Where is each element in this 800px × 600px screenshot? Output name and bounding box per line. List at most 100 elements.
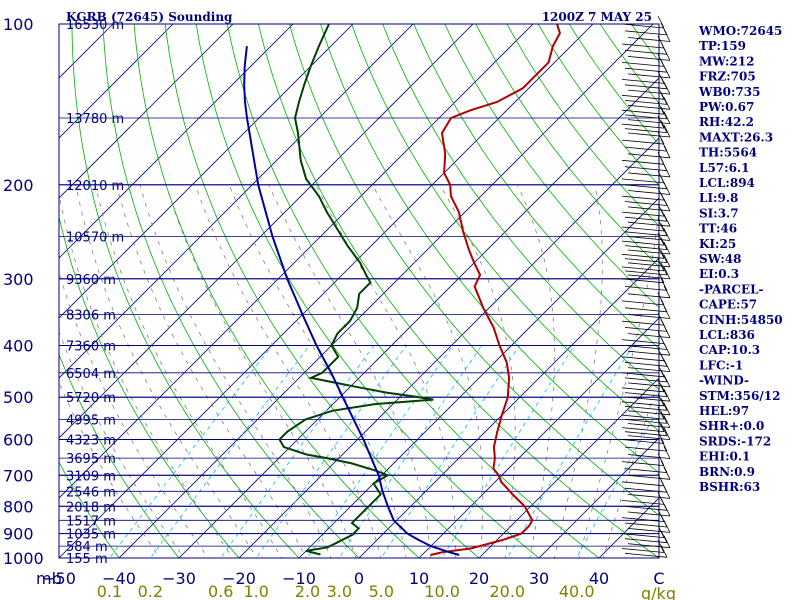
wind-barb: [627, 236, 671, 241]
wind-barb: [624, 201, 668, 206]
dry-adiabat: [71, 24, 300, 558]
x-tick-label: −30: [162, 569, 196, 588]
wind-barb-flag: [657, 292, 665, 306]
wind-barb-flag: [657, 540, 665, 553]
pressure-label: 600: [3, 431, 34, 450]
wind-barb: [624, 505, 668, 511]
index-item: STM:356/12: [699, 389, 780, 403]
wind-barb: [624, 431, 668, 437]
index-item: EHI:0.1: [699, 450, 750, 464]
wind-barb: [624, 552, 668, 558]
wind-barb: [627, 494, 671, 499]
wind-barb: [627, 56, 671, 61]
dry-adiabat: [475, 24, 659, 268]
wind-barb: [627, 410, 671, 416]
mixing-ratio-label: 5.0: [369, 582, 394, 600]
index-item: SI:3.7: [699, 206, 739, 220]
wind-barb: [621, 211, 665, 217]
index-item: MAXT:26.3: [699, 130, 773, 144]
mixing-ratio-line: [380, 345, 520, 558]
dry-adiabat: [59, 353, 180, 558]
x-tick-label: 20: [469, 569, 489, 588]
wind-barb-flag: [663, 241, 671, 255]
isotherm-line: [59, 24, 414, 379]
wind-barb: [621, 278, 665, 284]
moist-adiabat: [578, 205, 659, 558]
mixing-ratio-line: [220, 345, 375, 558]
isotherm-line: [59, 24, 594, 558]
wind-barb-flag: [663, 374, 671, 388]
pressure-label: 500: [3, 388, 34, 407]
height-label: 10570 m: [66, 231, 124, 246]
index-item: TP:159: [699, 39, 746, 53]
wind-barb: [624, 146, 668, 152]
wind-barb-flag: [660, 209, 668, 222]
height-label: 5720 m: [66, 391, 116, 406]
pressure-label: 400: [3, 337, 34, 356]
index-item: -WIND-: [699, 374, 749, 388]
wind-barb-flag: [660, 398, 668, 411]
sounding-profiles: [243, 24, 561, 556]
height-label: 4323 m: [66, 434, 116, 449]
wind-barb-flag: [657, 87, 665, 100]
wind-barb: [624, 67, 668, 73]
height-label: 1035 m: [66, 528, 116, 543]
wind-barb: [627, 314, 671, 319]
moist-adiabat: [268, 184, 432, 558]
wind-barb: [627, 37, 671, 42]
moist-adiabat: [195, 184, 382, 558]
height-label: 12010 m: [66, 179, 124, 194]
dry-adiabat: [351, 24, 659, 432]
height-label: 8306 m: [66, 309, 116, 324]
wind-barb-flag: [657, 419, 665, 432]
wind-barb-flag: [657, 15, 665, 29]
wind-barb: [621, 62, 665, 67]
wind-barb-flag: [657, 270, 665, 283]
wind-barb-flag: [657, 258, 665, 272]
wind-barb-flag: [660, 92, 668, 105]
index-item: EI:0.3: [699, 267, 739, 281]
index-item: CAPE:57: [699, 298, 757, 312]
height-label: 3695 m: [66, 452, 116, 467]
wind-barb: [621, 548, 665, 553]
wind-barb-flag: [660, 237, 668, 250]
moist-adiabat: [75, 184, 258, 558]
wind-barb: [624, 286, 668, 291]
mixing-ratio-line: [149, 345, 310, 558]
wind-barb-flag: [663, 535, 671, 548]
wind-barbs: [621, 15, 671, 558]
wind-barb-flag: [660, 106, 668, 120]
wind-barb: [621, 123, 665, 129]
isotherm-line: [59, 24, 534, 499]
wind-barb: [621, 23, 665, 29]
parcel-line: [243, 45, 460, 556]
index-item: PW:0.67: [699, 100, 754, 114]
mixing-ratio-label: 3.0: [327, 582, 352, 600]
dry-adiabat: [133, 24, 420, 558]
wind-barb: [624, 184, 668, 190]
x-tick-label: −10: [282, 569, 316, 588]
wind-barb: [624, 307, 668, 313]
height-label: 2546 m: [66, 485, 116, 500]
wind-barb: [624, 258, 668, 263]
pressure-label: 900: [3, 525, 34, 544]
wind-barb-flag: [663, 164, 671, 178]
wind-barb: [627, 104, 671, 110]
wind-barb-flag: [657, 115, 665, 129]
index-item: LCL:836: [699, 328, 755, 342]
wind-barb-flag: [657, 232, 665, 246]
wind-barb-flag: [657, 406, 665, 420]
x-tick-label: 40: [589, 569, 609, 588]
wind-barb: [627, 206, 671, 212]
index-item: WMO:72645: [698, 24, 782, 38]
isotherm-line: [59, 24, 174, 139]
wind-barb-flag: [663, 65, 671, 79]
wind-barb: [621, 178, 665, 184]
wind-barb: [621, 414, 665, 420]
mixing-ratio-unit: g/kg: [641, 584, 676, 600]
height-label: 13780 m: [66, 112, 124, 127]
wind-barb-flag: [663, 285, 671, 298]
wind-barb-flag: [657, 393, 665, 406]
wind-barb: [624, 538, 668, 544]
